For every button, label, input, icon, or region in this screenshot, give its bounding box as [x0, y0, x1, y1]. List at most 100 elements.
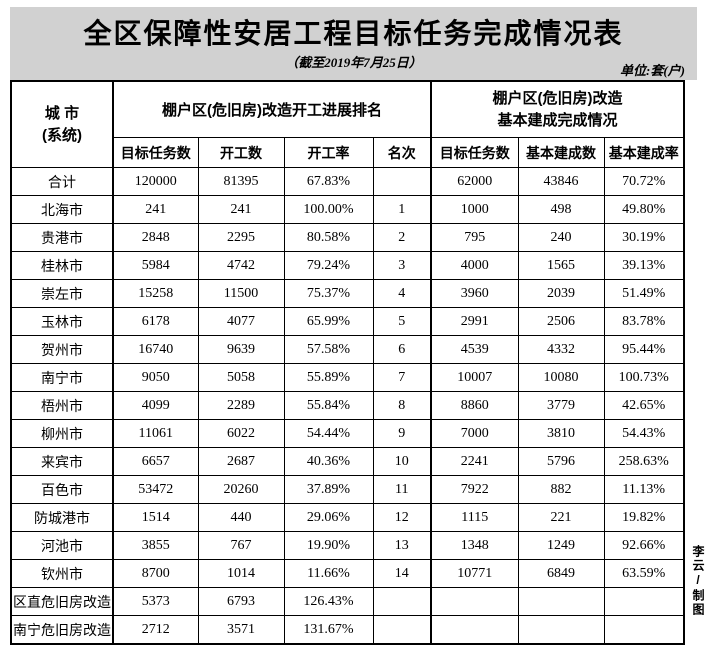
cell-value: 70.72% [603, 167, 685, 196]
cell-value: 6178 [112, 307, 199, 336]
cell-value: 1 [372, 195, 432, 224]
cell-value: 9050 [112, 363, 199, 392]
cell-value: 9 [372, 419, 432, 448]
cell-value: 30.19% [603, 223, 685, 252]
credit-vertical: 李云/制图 [691, 545, 705, 617]
cell-value: 240 [517, 223, 605, 252]
cell-value: 6022 [197, 419, 285, 448]
unit-label: 单位:套(户) [620, 63, 685, 78]
table-body: 合计 120000 81395 67.83% 62000 43846 70.72… [10, 167, 685, 645]
cell-value: 1348 [430, 531, 519, 560]
table-row: 崇左市 15258 11500 75.37% 4 3960 2039 51.49… [10, 279, 685, 308]
cell-city: 柳州市 [10, 419, 114, 448]
cell-value: 3810 [517, 419, 605, 448]
cell-value: 2506 [517, 307, 605, 336]
cell-value: 80.58% [283, 223, 374, 252]
cell-value: 10 [372, 447, 432, 476]
cell-value: 5984 [112, 251, 199, 280]
cell-city: 合计 [10, 167, 114, 196]
header-city: 城 市 (系统) [10, 80, 114, 168]
header-built-rate: 基本建成率 [603, 137, 685, 168]
header-target-count-complete: 目标任务数 [430, 137, 519, 168]
cell-value: 10080 [517, 363, 605, 392]
table-row: 桂林市 5984 4742 79.24% 3 4000 1565 39.13% [10, 251, 685, 280]
cell-city: 防城港市 [10, 503, 114, 532]
cell-value: 4000 [430, 251, 519, 280]
cell-city: 百色市 [10, 475, 114, 504]
cell-value: 29.06% [283, 503, 374, 532]
cell-value: 120000 [112, 167, 199, 196]
table-row: 钦州市 8700 1014 11.66% 14 10771 6849 63.59… [10, 559, 685, 588]
cell-value: 1000 [430, 195, 519, 224]
cell-value: 10007 [430, 363, 519, 392]
cell-value: 5373 [112, 587, 199, 616]
cell-value: 8700 [112, 559, 199, 588]
cell-value: 4332 [517, 335, 605, 364]
table-row: 北海市 241 241 100.00% 1 1000 498 49.80% [10, 195, 685, 224]
housing-progress-table: 城 市 (系统) 棚户区(危旧房)改造开工进展排名 棚户区(危旧房)改造 基本建… [10, 80, 685, 645]
table-row: 柳州市 11061 6022 54.44% 9 7000 3810 54.43% [10, 419, 685, 448]
cell-value: 3 [372, 251, 432, 280]
header-group-start: 棚户区(危旧房)改造开工进展排名 [112, 80, 432, 138]
cell-value: 6849 [517, 559, 605, 588]
cell-city: 南宁市 [10, 363, 114, 392]
table-row: 区直危旧房改造 5373 6793 126.43% [10, 587, 685, 616]
cell-value: 6 [372, 335, 432, 364]
cell-value: 241 [197, 195, 285, 224]
header-built-count: 基本建成数 [517, 137, 605, 168]
table-row: 河池市 3855 767 19.90% 13 1348 1249 92.66% [10, 531, 685, 560]
cell-city: 南宁危旧房改造 [10, 615, 114, 645]
cell-value: 10771 [430, 559, 519, 588]
cell-value: 6657 [112, 447, 199, 476]
cell-value: 6793 [197, 587, 285, 616]
cell-value: 4539 [430, 335, 519, 364]
header-group-complete: 棚户区(危旧房)改造 基本建成完成情况 [430, 80, 685, 138]
table-row: 玉林市 6178 4077 65.99% 5 2991 2506 83.78% [10, 307, 685, 336]
table-row: 贵港市 2848 2295 80.58% 2 795 240 30.19% [10, 223, 685, 252]
cell-value: 882 [517, 475, 605, 504]
cell-value: 15258 [112, 279, 199, 308]
header-group-complete-line2: 基本建成完成情况 [497, 111, 618, 129]
cell-value [430, 615, 519, 645]
cell-value: 221 [517, 503, 605, 532]
header-city-line1: 城 市 [44, 104, 80, 122]
cell-city: 钦州市 [10, 559, 114, 588]
table-row: 防城港市 1514 440 29.06% 12 1115 221 19.82% [10, 503, 685, 532]
cell-value: 2289 [197, 391, 285, 420]
cell-value: 55.84% [283, 391, 374, 420]
cell-value: 19.90% [283, 531, 374, 560]
cell-value: 55.89% [283, 363, 374, 392]
cell-value: 1249 [517, 531, 605, 560]
cell-value: 1014 [197, 559, 285, 588]
cell-value: 4099 [112, 391, 199, 420]
cell-value [517, 587, 605, 616]
cell-value [603, 615, 685, 645]
cell-value: 11061 [112, 419, 199, 448]
cell-value: 2295 [197, 223, 285, 252]
header-group-row: 城 市 (系统) 棚户区(危旧房)改造开工进展排名 棚户区(危旧房)改造 基本建… [10, 80, 685, 168]
cell-city: 贵港市 [10, 223, 114, 252]
cell-value: 43846 [517, 167, 605, 196]
cell-value: 63.59% [603, 559, 685, 588]
cell-city: 梧州市 [10, 391, 114, 420]
cell-value: 5 [372, 307, 432, 336]
cell-city: 崇左市 [10, 279, 114, 308]
cell-value: 20260 [197, 475, 285, 504]
cell-value: 14 [372, 559, 432, 588]
cell-value: 2039 [517, 279, 605, 308]
cell-city: 河池市 [10, 531, 114, 560]
cell-value: 11.13% [603, 475, 685, 504]
cell-value: 49.80% [603, 195, 685, 224]
cell-value: 498 [517, 195, 605, 224]
cell-value: 258.63% [603, 447, 685, 476]
cell-value: 75.37% [283, 279, 374, 308]
cell-value: 1115 [430, 503, 519, 532]
cell-value: 11.66% [283, 559, 374, 588]
table-row: 贺州市 16740 9639 57.58% 6 4539 4332 95.44% [10, 335, 685, 364]
table-row: 南宁危旧房改造 2712 3571 131.67% [10, 615, 685, 645]
cell-value: 11 [372, 475, 432, 504]
table-row: 百色市 53472 20260 37.89% 11 7922 882 11.13… [10, 475, 685, 504]
cell-value: 67.83% [283, 167, 374, 196]
table-row: 南宁市 9050 5058 55.89% 7 10007 10080 100.7… [10, 363, 685, 392]
